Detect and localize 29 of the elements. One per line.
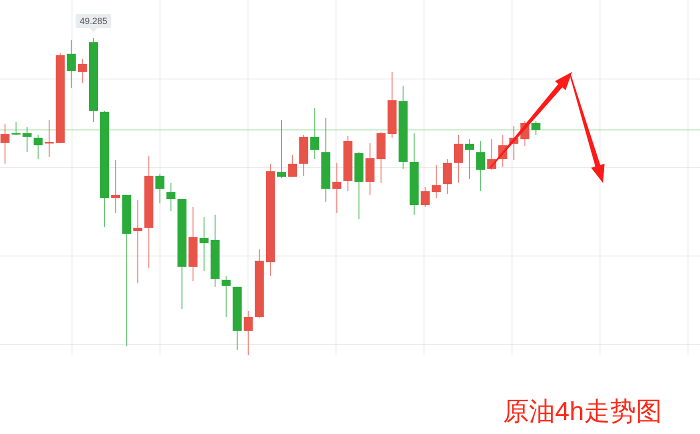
candlestick	[22, 126, 32, 153]
candlestick	[277, 120, 286, 179]
text: 原油4h走势图	[503, 396, 662, 426]
candlestick	[200, 216, 209, 272]
candlestick	[133, 199, 142, 284]
candlestick	[476, 140, 486, 192]
candlestick	[465, 138, 474, 180]
annotation: 49.285	[76, 14, 112, 32]
annotation: 49.285	[80, 16, 108, 26]
candlestick	[155, 173, 164, 204]
candlestick	[420, 186, 430, 208]
candlestick	[34, 134, 43, 160]
candlestick	[12, 122, 21, 136]
candlestick	[365, 142, 374, 196]
candlestick	[244, 310, 253, 356]
candlestick	[332, 162, 342, 214]
candlestick	[44, 120, 54, 158]
candlestick	[222, 276, 231, 318]
candlestick	[442, 158, 452, 194]
candlestick	[288, 154, 298, 178]
candlestick	[66, 39, 76, 89]
candlestick	[310, 108, 320, 160]
candlestick	[531, 120, 540, 136]
candlestick	[166, 182, 176, 212]
candlestick	[432, 164, 441, 199]
candlestick	[111, 160, 120, 214]
candlestick	[78, 58, 87, 84]
candlestick	[454, 134, 463, 184]
candlestick	[0, 123, 10, 164]
